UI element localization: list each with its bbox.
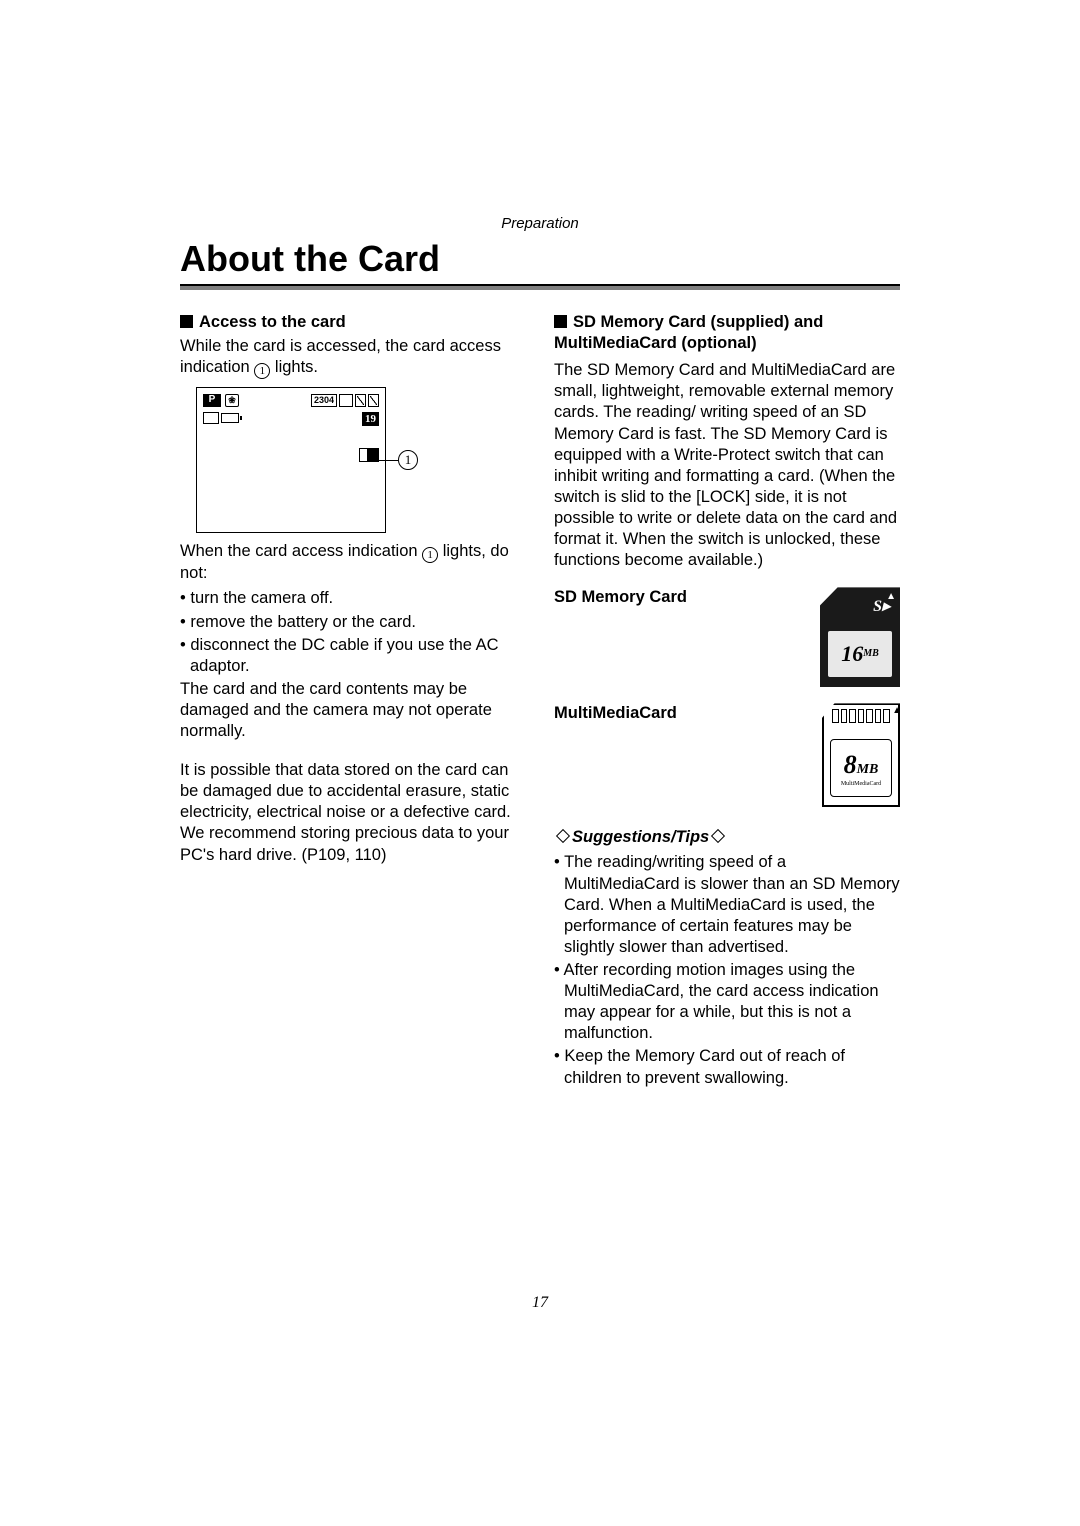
flash-off-icon <box>368 394 379 407</box>
mmc-capacity-label: 8MB MultiMediaCard <box>830 739 892 797</box>
subhead-text: Access to the card <box>199 313 346 331</box>
macro-icon: ❀ <box>225 394 239 407</box>
sd-card-label: SD Memory Card <box>554 587 687 608</box>
text-fragment: While the card is accessed, the card acc… <box>180 337 501 376</box>
lcd-wrapper: P ❀ 2304 19 <box>180 387 526 533</box>
mmc-cap-unit: MB <box>857 762 879 777</box>
columns: Access to the card While the card is acc… <box>180 312 900 1091</box>
sd-card-illustration: S▸ ▲ 16MB <box>820 587 900 687</box>
text-fragment: When the card access indication <box>180 542 422 560</box>
subhead-sdcard: SD Memory Card (supplied) and MultiMedia… <box>554 312 900 354</box>
para-recommend: It is possible that data stored on the c… <box>180 760 526 866</box>
tip-item: • The reading/writing speed of a MultiMe… <box>554 852 900 958</box>
square-bullet-icon <box>180 315 193 328</box>
bullet-item: • remove the battery or the card. <box>180 612 526 633</box>
lcd-top-left: P ❀ <box>203 394 239 407</box>
tips-text: Suggestions/Tips <box>572 828 709 846</box>
mmc-card-label: MultiMediaCard <box>554 703 677 724</box>
mmc-card-row: MultiMediaCard 8MB MultiMediaCard ▲ <box>554 703 900 807</box>
mmc-contacts-icon <box>832 709 890 723</box>
section-label: Preparation <box>180 215 900 232</box>
bullet-item: • turn the camera off. <box>180 588 526 609</box>
mmc-arrow-icon: ▲ <box>892 705 902 718</box>
tip-item: • Keep the Memory Card out of reach of c… <box>554 1046 900 1088</box>
lcd-row2 <box>203 412 239 424</box>
mode-p-icon: P <box>203 394 221 407</box>
flash-off-icon <box>355 394 366 407</box>
square-bullet-icon <box>554 315 567 328</box>
para-damage: The card and the card contents may be da… <box>180 679 526 742</box>
shots-remaining: 19 <box>362 412 379 426</box>
page-title: About the Card <box>180 238 900 280</box>
mmc-sublabel: MultiMediaCard <box>841 781 881 789</box>
sd-card-row: SD Memory Card S▸ ▲ 16MB <box>554 587 900 687</box>
mmc-wrap: 8MB MultiMediaCard ▲ <box>822 703 900 807</box>
callout-1-label: 1 <box>398 450 418 470</box>
quality-icon <box>339 394 353 407</box>
title-rule <box>180 284 900 290</box>
diamond-icon <box>711 829 725 843</box>
sd-arrow-icon: ▲ <box>886 591 896 604</box>
callout-line: 1 <box>376 450 418 470</box>
ois-icon <box>203 412 219 424</box>
lcd-illustration: P ❀ 2304 19 <box>196 387 386 533</box>
tips-heading: Suggestions/Tips <box>554 827 900 848</box>
sd-cap-unit: MB <box>863 648 879 661</box>
callout-1-icon: 1 <box>254 363 270 379</box>
battery-icon <box>221 413 239 423</box>
sd-cap-num: 16 <box>841 640 863 668</box>
bullet-item: • disconnect the DC cable if you use the… <box>180 635 526 677</box>
sd-capacity-label: 16MB <box>828 631 892 677</box>
text-fragment: lights. <box>270 358 318 376</box>
right-column: SD Memory Card (supplied) and MultiMedia… <box>554 312 900 1091</box>
para-access-intro: While the card is accessed, the card acc… <box>180 336 526 379</box>
page: Preparation About the Card Access to the… <box>0 0 1080 1526</box>
callout-1-icon: 1 <box>422 547 438 563</box>
mmc-card-illustration: 8MB MultiMediaCard <box>822 703 900 807</box>
page-number: 17 <box>0 1294 1080 1312</box>
content-area: Preparation About the Card Access to the… <box>180 215 900 1091</box>
tip-item: • After recording motion images using th… <box>554 960 900 1044</box>
para-sd-desc: The SD Memory Card and MultiMediaCard ar… <box>554 360 900 571</box>
callout-connector <box>376 460 398 461</box>
diamond-icon <box>556 829 570 843</box>
left-column: Access to the card While the card is acc… <box>180 312 526 1091</box>
subhead-text: SD Memory Card (supplied) and MultiMedia… <box>554 313 823 352</box>
para-when-lights: When the card access indication 1 lights… <box>180 541 526 584</box>
resolution-indicator: 2304 <box>311 394 337 407</box>
mmc-cap-num: 8 <box>844 750 857 779</box>
lcd-top-right: 2304 <box>311 394 379 407</box>
subhead-access: Access to the card <box>180 312 526 333</box>
